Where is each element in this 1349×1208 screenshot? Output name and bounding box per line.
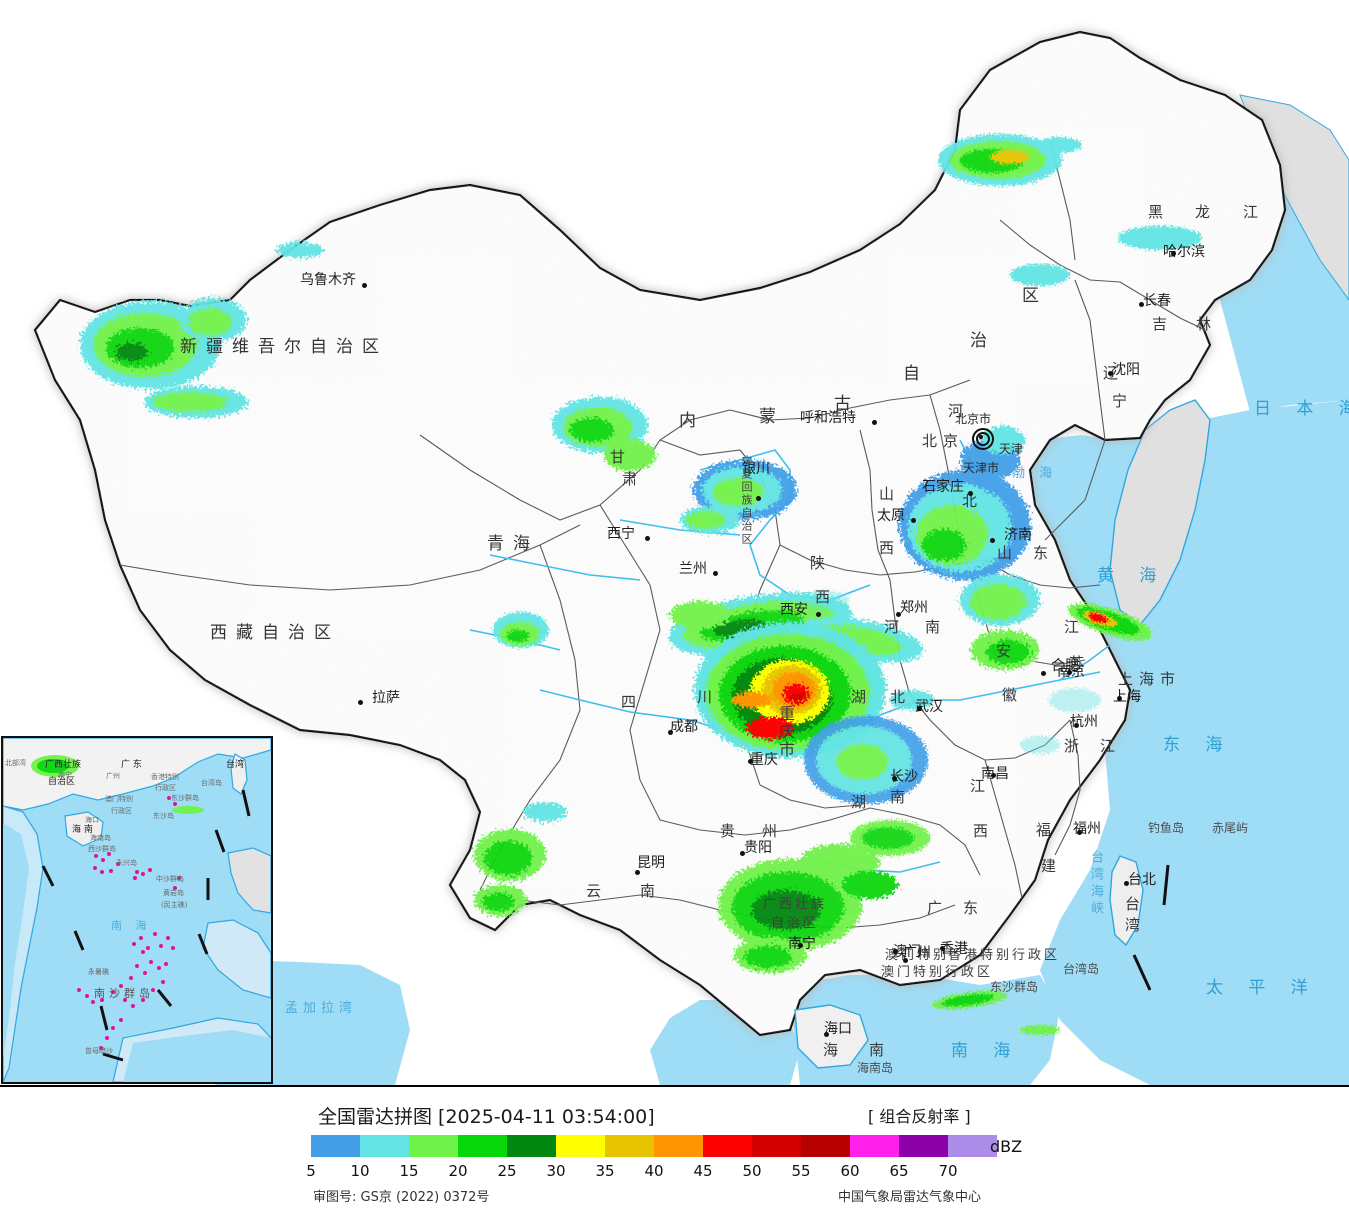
city-marker-yinchuan: [756, 496, 761, 501]
city-marker-xian: [816, 612, 821, 617]
city-marker-nanjing: [1067, 670, 1072, 675]
dbz-swatch-15: [409, 1135, 458, 1157]
city-marker-xining: [645, 536, 650, 541]
inset-svg: [3, 738, 271, 1082]
product-type-label: [ 组合反射率 ]: [868, 1107, 971, 1126]
city-marker-zhengzhou: [896, 612, 901, 617]
city-marker-shanghai-c: [1117, 696, 1122, 701]
nine-dash-line: [41, 789, 251, 1062]
city-marker-aomen-c: [893, 949, 898, 954]
dbz-tick-labels: 5 10 15 20 25 30 35 40 45 50 55 60 65 70: [306, 1162, 1011, 1180]
dbz-unit-label: dBZ: [990, 1137, 1023, 1156]
city-marker-chengdu: [668, 730, 673, 735]
city-marker-nanning: [798, 943, 803, 948]
city-marker-changsha: [892, 776, 897, 781]
dbz-tick-55: 55: [791, 1162, 811, 1180]
approval-number: 审图号: GS京 (2022) 0372号: [313, 1190, 490, 1205]
city-marker-shijiazhuang: [968, 491, 973, 496]
legend-title: 全国雷达拼图 [2025-04-11 03:54:00]: [318, 1106, 655, 1128]
radar-station-ring-inner: [976, 432, 990, 446]
dbz-swatch-5: [311, 1135, 360, 1157]
hainan-island: [794, 1004, 869, 1069]
dbz-swatch-55: [801, 1135, 850, 1157]
city-marker-jinan: [990, 538, 995, 543]
city-marker-lhasa: [358, 700, 363, 705]
dbz-swatch-25: [507, 1135, 556, 1157]
dbz-tick-60: 60: [840, 1162, 860, 1180]
city-marker-guiyang: [740, 851, 745, 856]
map-panel[interactable]: 新疆维吾尔自治区 西藏自治区 青海甘肃内蒙古自治区宁夏回族自治区陕西山西河北北京 北京…: [0, 0, 1349, 1085]
dbz-tick-45: 45: [693, 1162, 713, 1180]
dbz-swatch-10: [360, 1135, 409, 1157]
city-marker-nanchang: [991, 773, 996, 778]
dbz-tick-65: 65: [889, 1162, 909, 1180]
reef-dots: [77, 796, 181, 1050]
boundary-dashes: [1132, 864, 1170, 991]
city-marker-urumqi: [362, 283, 367, 288]
dbz-tick-25: 25: [497, 1162, 517, 1180]
dbz-tick-10: 10: [350, 1162, 370, 1180]
dbz-swatch-60: [850, 1135, 899, 1157]
china-radar-map: [33, 30, 1349, 1085]
dbz-color-scale: [311, 1135, 997, 1157]
city-marker-wuhan: [917, 706, 922, 711]
radar-station-ring-outer: [972, 428, 994, 450]
city-marker-hohhot: [872, 420, 877, 425]
dbz-tick-15: 15: [399, 1162, 419, 1180]
city-marker-chongqing: [748, 759, 753, 764]
dbz-tick-35: 35: [595, 1162, 615, 1180]
city-marker-lanzhou: [713, 571, 718, 576]
city-marker-taibei: [1124, 881, 1129, 886]
south-china-sea-inset[interactable]: 广西壮族 自治区广 东南宁 广州 香港特别 行政区 澳门特别 行政区 台湾 台湾岛 东沙群岛 东沙岛…: [1, 736, 273, 1084]
dbz-swatch-40: [654, 1135, 703, 1157]
city-marker-kunming: [635, 870, 640, 875]
city-marker-shenyang: [1108, 371, 1113, 376]
dbz-swatch-45: [703, 1135, 752, 1157]
dbz-tick-40: 40: [644, 1162, 664, 1180]
city-marker-changchun: [1139, 302, 1144, 307]
legend-panel: 全国雷达拼图 [2025-04-11 03:54:00] [ 组合反射率 ] d…: [0, 1085, 1349, 1208]
dbz-swatch-65: [899, 1135, 948, 1157]
city-marker-taiyuan: [911, 518, 916, 523]
city-marker-haikou: [824, 1032, 829, 1037]
city-marker-hangzhou: [1074, 723, 1079, 728]
dbz-swatch-20: [458, 1135, 507, 1157]
dbz-swatch-35: [605, 1135, 654, 1157]
city-marker-guangzhou: [903, 958, 908, 963]
dbz-tick-5: 5: [306, 1162, 316, 1180]
city-marker-hongkong-c: [940, 946, 945, 951]
city-marker-hefei: [1041, 671, 1046, 676]
radar-echoes: [80, 134, 1202, 1035]
dbz-tick-20: 20: [448, 1162, 468, 1180]
dbz-tick-70: 70: [938, 1162, 958, 1180]
dbz-swatch-70: [948, 1135, 997, 1157]
dbz-tick-30: 30: [546, 1162, 566, 1180]
city-marker-haerbin: [1171, 251, 1176, 256]
dbz-swatch-50: [752, 1135, 801, 1157]
agency-credit: 中国气象局雷达气象中心: [838, 1190, 982, 1205]
dbz-swatch-30: [556, 1135, 605, 1157]
dbz-tick-50: 50: [742, 1162, 762, 1180]
taiwan-island: [1109, 855, 1144, 947]
city-marker-fuzhou: [1077, 830, 1082, 835]
radar-station-center: [979, 435, 983, 439]
